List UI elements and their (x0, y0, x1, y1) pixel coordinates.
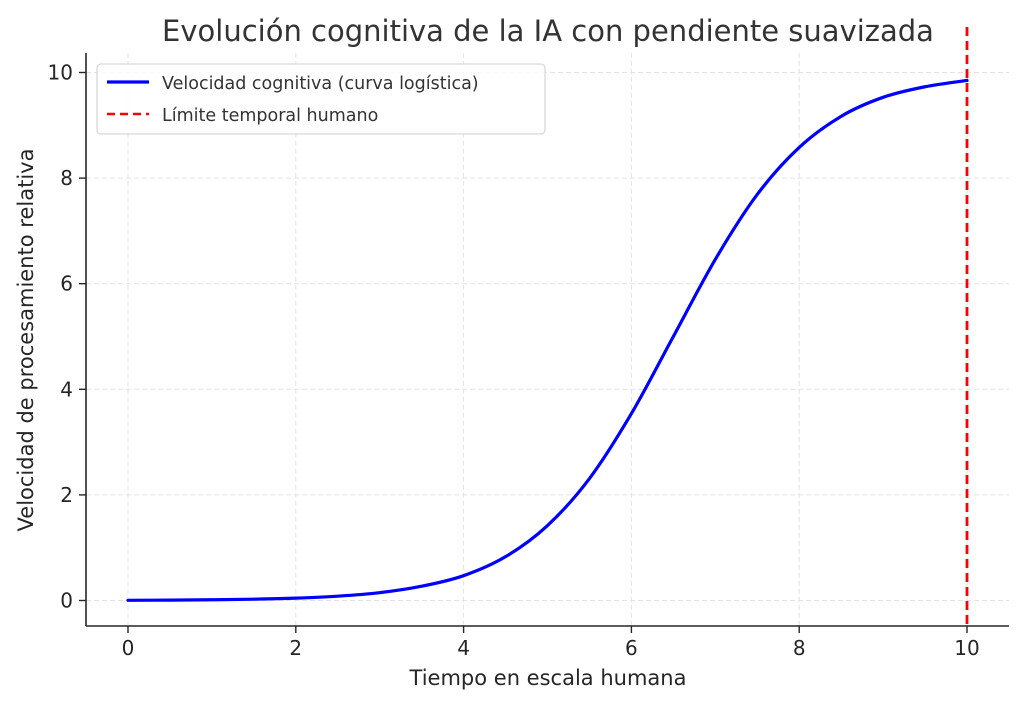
x-tick-label: 4 (457, 636, 470, 660)
y-tick-label: 8 (60, 166, 73, 190)
x-axis-ticks: 0 2 4 6 8 10 (122, 626, 980, 660)
legend-box (96, 63, 546, 135)
x-tick-label: 10 (954, 636, 979, 660)
x-axis-label: Tiempo en escala humana (409, 666, 687, 690)
y-tick-label: 2 (60, 483, 73, 507)
x-tick-label: 8 (793, 636, 806, 660)
y-tick-label: 6 (60, 272, 73, 296)
x-tick-label: 0 (122, 636, 135, 660)
series-line-cognitive-speed (126, 78, 969, 602)
legend-item-human-limit: Límite temporal humano (162, 106, 378, 126)
y-axis-ticks: 0 2 4 6 8 10 (48, 61, 86, 613)
legend-item-cognitive-speed: Velocidad cognitiva (curva logística) (162, 74, 479, 94)
x-tick-label: 2 (289, 636, 302, 660)
y-axis-label: Velocidad de procesamiento relativa (14, 149, 38, 532)
grid (86, 53, 1009, 626)
series-layer (126, 78, 969, 602)
legend: Velocidad cognitiva (curva logística) Lí… (96, 63, 546, 135)
x-tick-label: 6 (625, 636, 638, 660)
y-tick-label: 0 (60, 589, 73, 613)
y-tick-label: 10 (48, 61, 73, 85)
y-tick-label: 4 (60, 377, 73, 401)
chart-title: Evolución cognitiva de la IA con pendien… (162, 14, 934, 48)
